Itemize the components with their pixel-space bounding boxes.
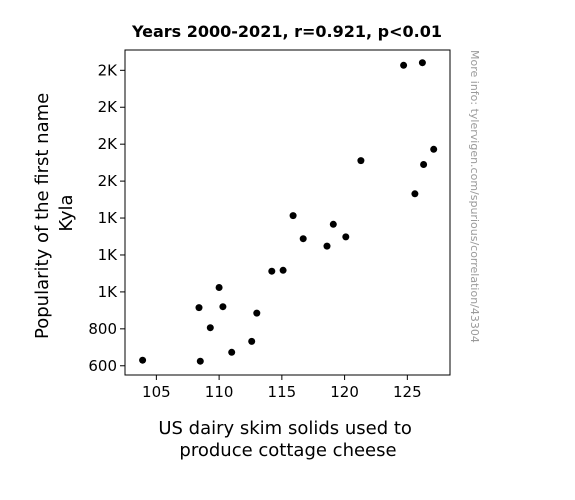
y-axis-label-line-1: Popularity of the first name (32, 93, 53, 339)
x-axis-label-line-2: produce cottage cheese (179, 440, 396, 461)
data-point-19 (411, 190, 419, 198)
x-tick-label: 125 (393, 383, 422, 401)
y-tick-label: 2K (98, 135, 119, 153)
data-point-18 (400, 61, 408, 69)
data-point-2 (195, 304, 203, 312)
data-point-10 (268, 267, 276, 275)
x-tick-label: 115 (268, 383, 297, 401)
y-tick-label: 2K (98, 61, 119, 79)
data-point-20 (418, 59, 426, 67)
data-point-17 (357, 157, 365, 165)
y-axis-label-line-2: Kyla (56, 194, 77, 231)
data-points (139, 59, 438, 365)
data-point-16 (342, 233, 350, 241)
data-point-13 (299, 235, 307, 243)
data-point-7 (228, 348, 236, 356)
data-point-4 (206, 324, 214, 332)
plot-area: 105 110 115 120 125 600 800 1K 1K 1K 2K 2K 2K 2K (88, 49, 451, 401)
x-tick-label: 120 (330, 383, 359, 401)
data-point-6 (219, 303, 227, 311)
y-tick-label: 1K (98, 283, 119, 301)
x-axis-ticks: 105 110 115 120 125 (142, 375, 422, 401)
data-point-15 (329, 220, 337, 228)
data-point-9 (253, 309, 261, 317)
x-tick-label: 110 (205, 383, 234, 401)
x-tick-label: 105 (142, 383, 171, 401)
y-axis-label: Popularity of the first name Kyla (32, 87, 77, 339)
x-axis-label: US dairy skim solids used to produce cot… (158, 418, 417, 461)
y-tick-label: 1K (98, 209, 119, 227)
y-tick-label: 2K (98, 172, 119, 190)
data-point-21 (420, 161, 428, 168)
x-axis-label-line-1: US dairy skim solids used to (158, 418, 412, 439)
data-point-1 (139, 356, 147, 364)
y-axis-ticks: 600 800 1K 1K 1K 2K 2K 2K 2K (88, 61, 125, 375)
data-point-8 (248, 337, 256, 345)
y-tick-label: 600 (88, 357, 117, 375)
watermark-text: More info: tylervigen.com/spurious/corre… (468, 50, 481, 343)
y-tick-label: 2K (98, 98, 119, 116)
y-tick-label: 1K (98, 246, 119, 264)
data-point-3 (196, 357, 204, 365)
data-point-22 (430, 145, 438, 153)
data-point-12 (289, 212, 297, 220)
chart-title: Years 2000-2021, r=0.921, p<0.01 (131, 22, 442, 41)
data-point-14 (323, 242, 331, 250)
data-point-5 (215, 284, 223, 291)
plot-frame (124, 49, 451, 376)
y-tick-label: 800 (88, 320, 117, 338)
data-point-11 (279, 266, 287, 274)
